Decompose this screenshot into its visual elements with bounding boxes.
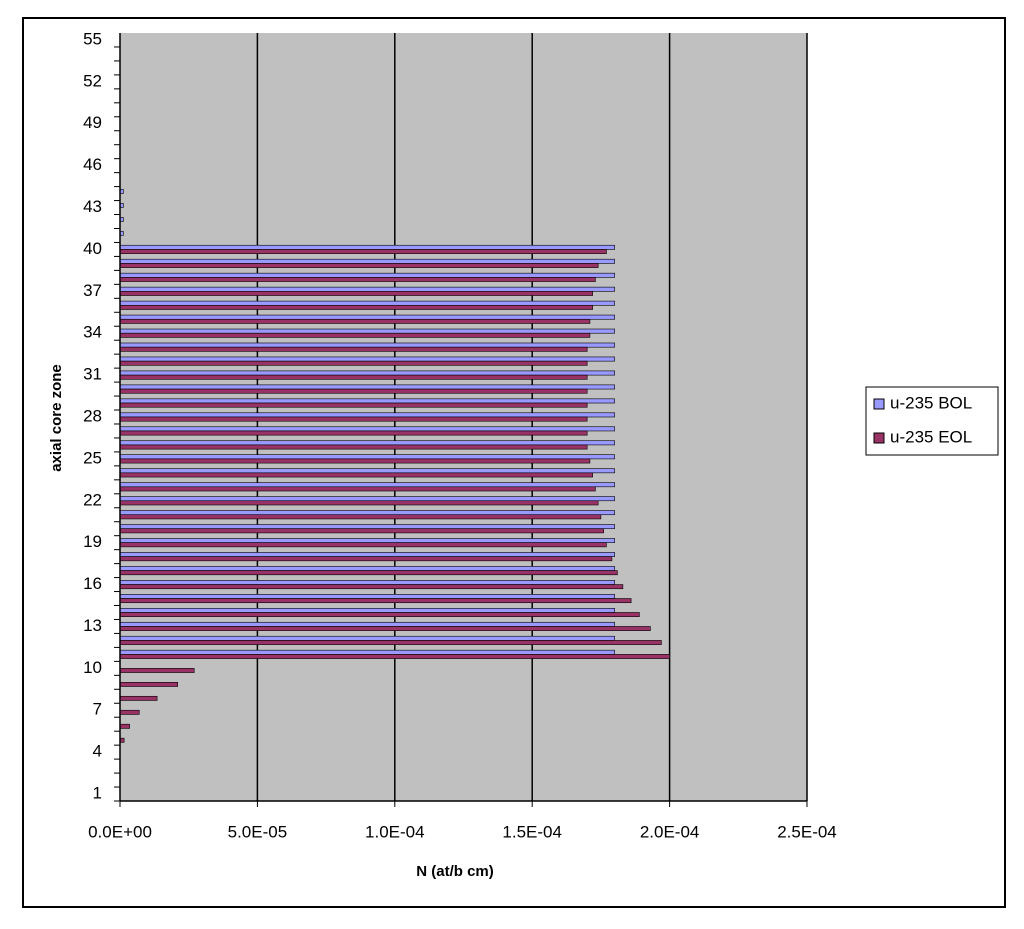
bar [119,552,615,557]
y-tick-label: 22 [83,490,102,509]
bar [119,514,602,520]
legend-swatch [873,398,885,410]
x-tick-label: 1.5E-04 [502,822,562,841]
y-tick-label: 43 [83,197,102,216]
bar [119,412,615,418]
bar [119,328,615,334]
y-tick-label: 55 [83,29,102,48]
bar [119,468,615,474]
bar [119,304,593,310]
bar [119,398,615,404]
bar [119,426,615,432]
y-tick-label: 13 [83,616,102,635]
bar [119,332,591,338]
y-tick-label: 7 [93,700,102,719]
bar [119,444,588,450]
bar [119,286,615,292]
legend-label: u-235 EOL [890,427,972,446]
y-axis-title: axial core zone [48,364,65,472]
bar [119,598,632,604]
bar [119,272,615,278]
x-tick-label: 2.5E-04 [777,822,837,841]
y-tick-label: 28 [83,406,102,425]
legend-swatch [873,432,885,444]
bar [119,388,588,394]
bar [119,524,615,530]
bar [119,709,140,715]
bar [119,486,596,492]
bar [119,384,615,390]
bar [119,277,596,282]
bar [119,723,130,729]
bar [119,258,615,264]
x-tick-label: 0.0E+00 [88,822,152,841]
bar [119,318,591,324]
bar [119,654,670,659]
bar [119,300,615,306]
bar [119,472,593,478]
bar [119,510,615,516]
bar [119,538,615,543]
bar [119,640,662,645]
y-tick-label: 46 [83,155,102,174]
x-axis-title: N (at/b cm) [416,863,494,880]
bar [119,482,615,488]
bar [119,374,588,380]
bar [119,570,618,576]
bar [119,668,195,673]
bar [119,360,588,366]
bar [119,612,640,617]
y-tick-label: 10 [83,658,102,677]
bar [119,458,591,464]
bar [119,454,615,460]
bar [119,356,615,362]
legend-box [865,386,999,456]
x-tick-label: 2.0E-04 [640,822,700,841]
bar [119,626,651,631]
bar [119,430,588,436]
bar [119,528,604,534]
y-tick-label: 19 [83,532,102,551]
bar [119,342,615,348]
x-tick-label: 5.0E-05 [228,822,288,841]
y-tick-label: 16 [83,574,102,593]
bar [119,621,615,627]
y-tick-label: 34 [83,323,102,342]
y-tick-label: 40 [83,239,102,258]
bar [119,556,613,562]
bar [119,695,158,701]
y-tick-label: 1 [93,784,102,803]
bar [119,566,615,571]
y-tick-label: 4 [93,742,102,761]
bar [119,649,615,655]
bar [119,496,615,502]
bar [119,416,588,422]
bar [119,440,615,446]
y-tick-label: 37 [83,281,102,300]
legend-label: u-235 BOL [890,393,972,412]
bar [119,263,599,268]
y-tick-label: 31 [83,365,102,384]
y-tick-label: 49 [83,113,102,132]
bar [119,682,179,687]
bar [119,635,615,641]
bar [119,249,607,254]
bar [119,607,615,613]
bar [119,370,615,376]
bar [119,580,615,585]
y-tick-label: 25 [83,448,102,467]
bar [119,244,615,250]
bar [119,402,588,408]
bar [119,291,593,296]
bar [119,346,588,352]
bar [119,594,615,599]
bar [119,314,615,320]
bar [119,584,624,590]
bar [119,542,607,548]
x-tick-label: 1.0E-04 [365,822,425,841]
bar [119,500,599,506]
y-tick-label: 52 [83,71,102,90]
